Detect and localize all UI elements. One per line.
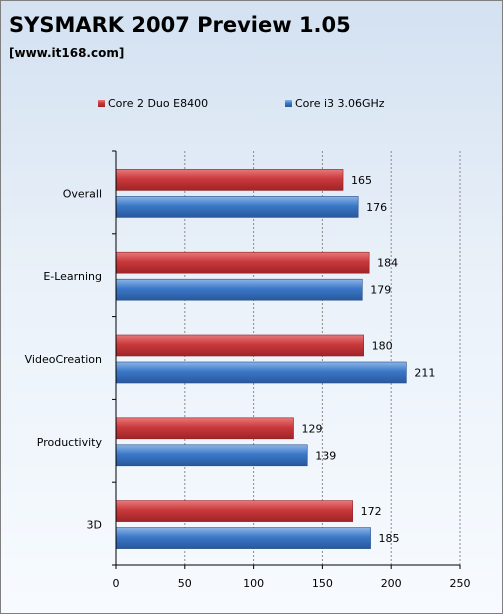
x-tick-label-150: 150 — [312, 577, 333, 590]
legend-swatch-0 — [98, 100, 105, 107]
x-tick-label-200: 200 — [381, 577, 402, 590]
axes — [112, 150, 461, 569]
data-label-4-0: 172 — [361, 505, 382, 518]
category-label-0: Overall — [63, 187, 102, 200]
data-label-1-1: 179 — [370, 284, 391, 297]
legend-label-1: Core i3 3.06GHz — [295, 97, 385, 110]
gridlines — [184, 151, 461, 565]
labels: 165 176 Overall 184 179 E-Learning 180 211 Video… — [25, 174, 471, 590]
bar-videocreation-0 — [115, 334, 364, 357]
category-label-1: E-Learning — [43, 270, 102, 283]
data-label-2-1: 211 — [414, 367, 435, 380]
bar-e-learning-1 — [115, 278, 363, 301]
chart-title: SYSMARK 2007 Preview 1.05 — [9, 13, 351, 37]
bar-productivity-1 — [115, 444, 308, 467]
x-tick-label-50: 50 — [178, 577, 192, 590]
bar-videocreation-1 — [115, 361, 407, 384]
x-tick-label-250: 250 — [450, 577, 471, 590]
category-label-2: VideoCreation — [25, 353, 102, 366]
bar-overall-0 — [115, 169, 344, 191]
legend-label-0: Core 2 Duo E8400 — [108, 97, 208, 110]
x-tick-label-100: 100 — [243, 577, 264, 590]
bar-overall-1 — [115, 196, 359, 218]
bar-3d-1 — [115, 527, 371, 549]
x-tick-label-0: 0 — [113, 577, 120, 590]
bars — [115, 169, 407, 549]
data-label-0-1: 176 — [366, 201, 387, 214]
chart-subtitle: [www.it168.com] — [9, 46, 125, 60]
bar-productivity-0 — [115, 417, 294, 440]
data-label-0-0: 165 — [351, 174, 372, 187]
data-label-3-0: 129 — [302, 422, 323, 435]
bar-e-learning-0 — [115, 251, 370, 274]
category-label-4: 3D — [87, 519, 102, 532]
bar-3d-0 — [115, 500, 353, 522]
category-label-3: Productivity — [37, 436, 103, 449]
legend: Core 2 Duo E8400 Core i3 3.06GHz — [98, 97, 385, 110]
data-label-4-1: 185 — [379, 532, 400, 545]
data-label-1-0: 184 — [377, 257, 398, 270]
data-label-3-1: 139 — [315, 449, 336, 462]
legend-swatch-1 — [285, 100, 292, 107]
data-label-2-0: 180 — [372, 340, 393, 353]
